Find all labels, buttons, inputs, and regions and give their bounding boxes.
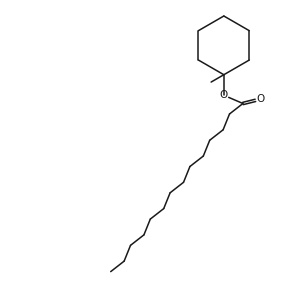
Text: O: O — [220, 90, 228, 100]
Text: O: O — [256, 94, 265, 104]
